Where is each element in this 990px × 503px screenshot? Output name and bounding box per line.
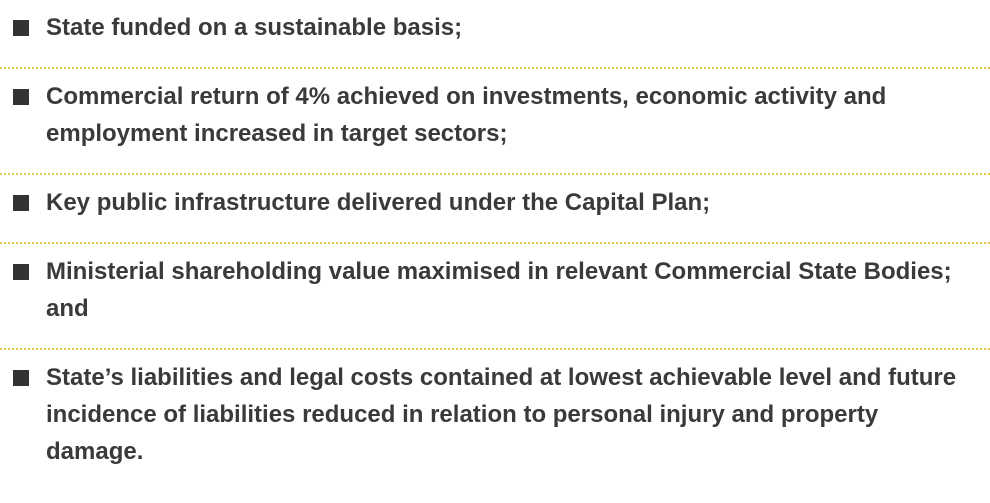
list-item: State funded on a sustainable basis; (0, 0, 990, 69)
outcome-list: State funded on a sustainable basis; Com… (0, 0, 990, 491)
bullet (13, 20, 29, 36)
item-text: State funded on a sustainable basis; (46, 14, 463, 41)
list-item: Ministerial shareholding value maximised… (0, 244, 990, 350)
bullet (13, 89, 29, 105)
list-item: Key public infrastructure delivered unde… (0, 175, 990, 244)
list-item: Commercial return of 4% achieved on inve… (0, 69, 990, 175)
list-item: State’s liabilities and legal costs cont… (0, 350, 990, 491)
item-text: State’s liabilities and legal costs cont… (46, 364, 957, 465)
item-text: Ministerial shareholding value maximised… (46, 258, 952, 322)
bullet (13, 370, 29, 386)
bullet (13, 264, 29, 280)
item-text: Commercial return of 4% achieved on inve… (46, 83, 887, 147)
bullet (13, 195, 29, 211)
item-text: Key public infrastructure delivered unde… (46, 189, 711, 216)
